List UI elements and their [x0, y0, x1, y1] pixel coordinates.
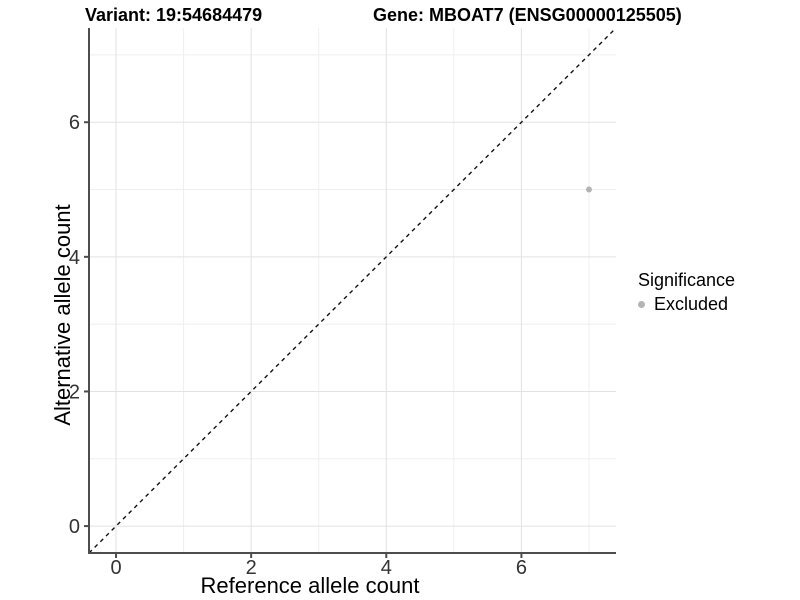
- x-tick-label: 0: [110, 557, 121, 579]
- x-tick-label: 6: [516, 557, 527, 579]
- variant-title: Variant: 19:54684479: [85, 5, 263, 25]
- legend-entry-label: Excluded: [654, 294, 729, 314]
- legend-title: Significance: [638, 270, 736, 290]
- x-axis-title: Reference allele count: [200, 573, 420, 598]
- x-tick-label: 2: [246, 557, 257, 579]
- data-point: [585, 186, 592, 193]
- legend-entry-excluded: Excluded: [638, 293, 735, 315]
- identity-dashed-line: [88, 27, 617, 554]
- x-tick-label: 4: [381, 557, 392, 579]
- legend-point-icon: [638, 300, 645, 308]
- legend: Significance Excluded: [638, 269, 735, 315]
- y-tick-label: 0: [69, 516, 80, 538]
- y-tick-label: 6: [69, 112, 80, 134]
- y-tick-label: 4: [69, 247, 80, 269]
- gene-title: Gene: MBOAT7 (ENSG00000125505): [373, 5, 682, 25]
- y-tick-label: 2: [69, 381, 80, 403]
- y-axis-title: Alternative allele count: [50, 204, 75, 426]
